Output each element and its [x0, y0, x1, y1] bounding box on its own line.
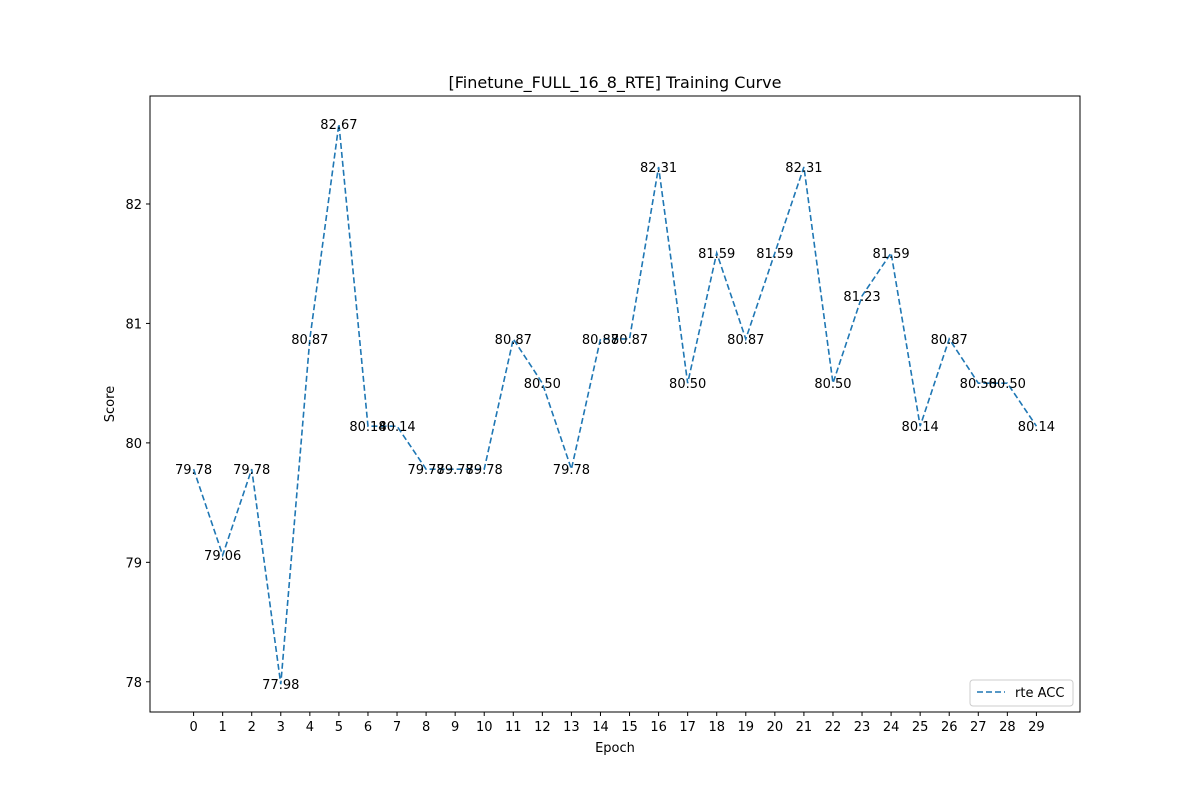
x-tick-label: 17	[679, 720, 696, 735]
x-tick-label: 28	[999, 720, 1016, 735]
y-tick-label: 79	[125, 556, 142, 571]
x-tick-label: 23	[854, 720, 871, 735]
x-tick-label: 15	[621, 720, 638, 735]
data-label: 79.78	[175, 463, 212, 478]
y-tick-label: 82	[125, 198, 142, 213]
y-tick-label: 78	[125, 676, 142, 691]
legend-entry-rte-acc: rte ACC	[1015, 686, 1064, 701]
x-tick-label: 27	[970, 720, 987, 735]
data-label: 81.59	[872, 247, 909, 262]
x-tick-label: 18	[708, 720, 725, 735]
x-tick-label: 9	[451, 720, 459, 735]
x-tick-label: 20	[767, 720, 784, 735]
data-label: 80.87	[727, 333, 764, 348]
data-label: 79.78	[233, 463, 270, 478]
x-tick-label: 29	[1028, 720, 1045, 735]
data-label: 80.14	[349, 420, 386, 435]
y-tick-label: 81	[125, 317, 142, 332]
data-label: 79.78	[553, 463, 590, 478]
x-tick-label: 0	[189, 720, 197, 735]
data-label: 81.59	[698, 247, 735, 262]
data-label: 80.14	[378, 420, 415, 435]
data-label: 80.87	[291, 333, 328, 348]
x-tick-label: 7	[393, 720, 401, 735]
data-label: 80.50	[669, 377, 706, 392]
x-tick-label: 21	[796, 720, 813, 735]
data-label: 79.78	[437, 463, 474, 478]
x-tick-label: 12	[534, 720, 551, 735]
chart-title: [Finetune_FULL_16_8_RTE] Training Curve	[449, 73, 782, 93]
x-tick-label: 2	[248, 720, 256, 735]
x-tick-label: 22	[825, 720, 842, 735]
data-label: 80.50	[814, 377, 851, 392]
data-label: 80.87	[495, 333, 532, 348]
data-label: 79.78	[466, 463, 503, 478]
x-tick-label: 13	[563, 720, 580, 735]
x-tick-label: 5	[335, 720, 343, 735]
data-label: 80.14	[902, 420, 939, 435]
series-layer	[192, 123, 1038, 685]
data-label: 82.67	[320, 118, 357, 133]
x-tick-label: 11	[505, 720, 522, 735]
data-label: 82.31	[640, 161, 677, 176]
x-tick-label: 3	[277, 720, 285, 735]
plot-frame	[149, 95, 1081, 713]
data-label: 79.06	[204, 549, 241, 564]
data-label: 81.23	[843, 290, 880, 305]
data-label: 80.50	[960, 377, 997, 392]
x-tick-label: 10	[476, 720, 493, 735]
data-label: 80.14	[1018, 420, 1055, 435]
data-label: 80.87	[582, 333, 619, 348]
data-label: 82.31	[785, 161, 822, 176]
x-tick-label: 6	[364, 720, 372, 735]
y-tick-label: 80	[125, 437, 142, 452]
data-label: 80.50	[989, 377, 1026, 392]
x-tick-label: 26	[941, 720, 958, 735]
x-tick-label: 24	[883, 720, 900, 735]
x-tick-label: 4	[306, 720, 314, 735]
x-tick-label: 16	[650, 720, 667, 735]
data-labels: 79.7879.0679.7877.9880.8782.6780.1480.14…	[175, 118, 1055, 693]
data-label: 81.59	[756, 247, 793, 262]
legend-box	[969, 679, 1074, 707]
y-axis-label: Score	[103, 386, 118, 422]
data-label: 80.87	[611, 333, 648, 348]
x-tick-label: 8	[422, 720, 430, 735]
data-label: 77.98	[262, 678, 299, 693]
x-axis-label: Epoch	[595, 741, 635, 756]
x-tick-label: 19	[738, 720, 755, 735]
data-label: 80.50	[524, 377, 561, 392]
x-tick-label: 1	[219, 720, 227, 735]
legend: rte ACC	[969, 679, 1074, 707]
data-label: 80.87	[931, 333, 968, 348]
x-tick-label: 25	[912, 720, 929, 735]
series-line-rte-acc	[192, 123, 1038, 685]
axis-ticks: 0 1 2 3 4 5 6 7 8 9 10 11 12 13 14 15 16 17 18 19 20 21 22 23 24…	[125, 198, 1044, 735]
data-label: 79.78	[407, 463, 444, 478]
x-tick-label: 14	[592, 720, 609, 735]
